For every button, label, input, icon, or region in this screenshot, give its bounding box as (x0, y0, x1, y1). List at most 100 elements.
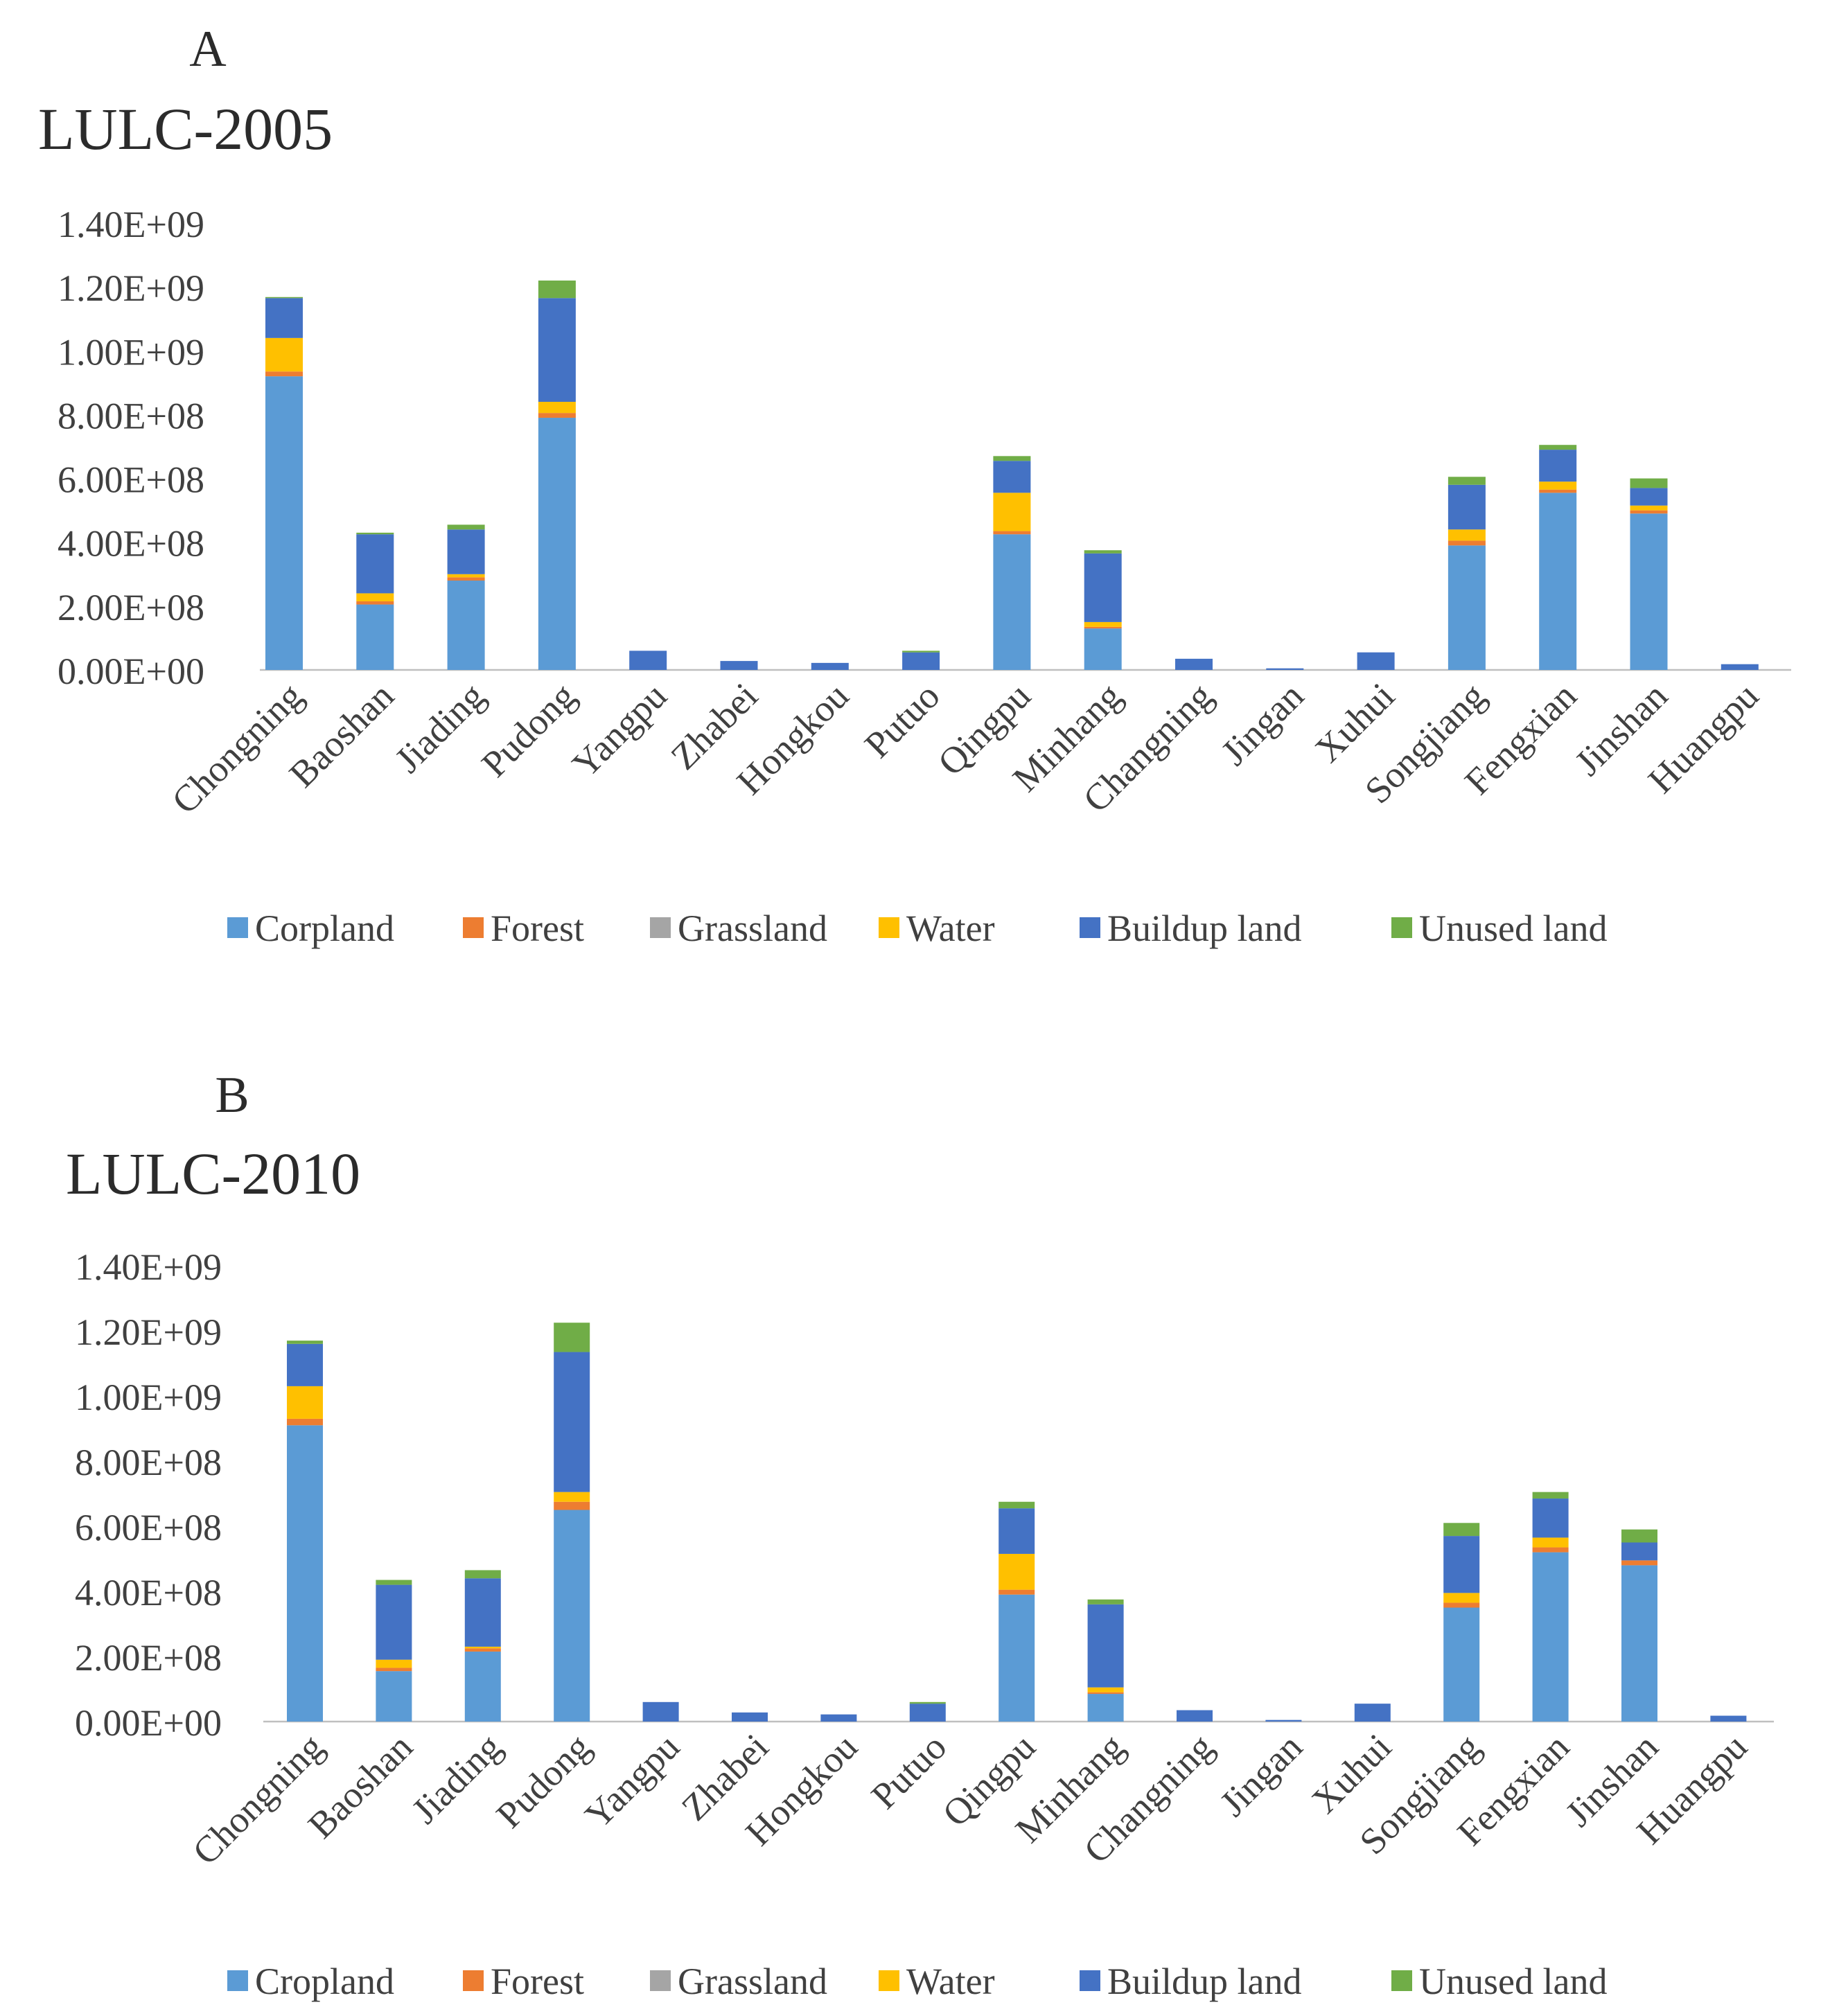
legend-a: Corpland Forest Grassland Water Buildup land… (227, 908, 1607, 949)
bar-segment (993, 531, 1031, 535)
bar-segment (1084, 626, 1122, 629)
bar-segment (376, 1580, 412, 1585)
bar-segment (1621, 1565, 1657, 1722)
y-tick-label: 0.00E+00 (58, 651, 204, 692)
bar-segment (265, 298, 303, 338)
bar-segment (1539, 445, 1577, 450)
x-axis-b: ChongningBaoshanJiadingPudongYangpuZhabe… (184, 1726, 1755, 1873)
bar-segment (1532, 1547, 1569, 1553)
bar-segment (998, 1508, 1035, 1554)
legend-swatch (227, 917, 248, 938)
bar-segment (376, 1671, 412, 1722)
bar-segment (720, 661, 758, 670)
bar-segment (376, 1668, 412, 1672)
y-tick-label: 1.40E+09 (75, 1246, 222, 1288)
bar-segment (287, 1341, 323, 1344)
y-axis-a: 0.00E+00 2.00E+08 4.00E+08 6.00E+08 8.00E+08… (58, 204, 1791, 692)
bar-segment (1357, 652, 1395, 670)
bar-segment (1443, 1607, 1480, 1722)
bar-segment (998, 1594, 1035, 1722)
bar-segment (1084, 628, 1122, 670)
bar-segment (554, 1323, 590, 1352)
bar-segment (554, 1501, 590, 1510)
x-tick-label: Yangpu (564, 675, 674, 785)
legend-label: Buildup land (1107, 1961, 1302, 2002)
legend-label: Forest (491, 1961, 584, 2002)
legend-swatch (879, 1970, 899, 1991)
bar-segment (1539, 450, 1577, 482)
y-axis-b: 0.00E+00 2.00E+08 4.00E+08 6.00E+08 8.00E+08… (75, 1246, 1774, 1744)
legend-swatch (1391, 1970, 1412, 1991)
bar-segment (538, 418, 576, 670)
x-tick-label: Jiading (387, 675, 493, 781)
y-tick-label: 0.00E+00 (75, 1702, 222, 1744)
chart-panel-b: B LULC-2010 0.00E+00 2.00E+08 4.00E+08 6.00… (66, 1067, 1774, 2002)
y-tick-label: 1.40E+09 (58, 204, 204, 245)
bar-segment (1448, 545, 1486, 670)
bar-segment (998, 1501, 1035, 1509)
x-tick-label: Jiading (404, 1726, 510, 1832)
legend-label: Unused land (1419, 908, 1607, 949)
legend-label: Corpland (255, 908, 394, 949)
bar-segment (1443, 1536, 1480, 1593)
bar-segment (447, 574, 485, 578)
bar-segment (993, 493, 1031, 531)
bar-segment (732, 1712, 768, 1722)
bar-segment (1448, 484, 1486, 530)
bar-segment (356, 593, 394, 601)
bar-segment (447, 524, 485, 530)
x-tick-label: Jingan (1212, 1726, 1310, 1824)
y-tick-label: 4.00E+08 (58, 523, 204, 565)
bar-segment (265, 376, 303, 670)
bar-segment (1087, 1692, 1124, 1695)
bar-segment (629, 651, 667, 670)
legend-swatch (227, 1970, 248, 1991)
bar-segment (1621, 1542, 1657, 1561)
panel-label-b: B (215, 1067, 249, 1124)
bar-segment (998, 1553, 1035, 1590)
legend-b: Cropland Forest Grassland Water Buildup land… (227, 1961, 1607, 2002)
bar-segment (287, 1418, 323, 1426)
bar-segment (1087, 1687, 1124, 1692)
bar-segment (287, 1343, 323, 1386)
bar-segment (538, 298, 576, 402)
y-tick-label: 4.00E+08 (75, 1572, 222, 1613)
bar-segment (1532, 1537, 1569, 1548)
y-tick-label: 8.00E+08 (58, 395, 204, 436)
chart-title-b: LULC-2010 (66, 1140, 360, 1207)
y-tick-label: 1.00E+09 (75, 1377, 222, 1418)
bar-segment (1448, 540, 1486, 546)
bar-segment (1084, 621, 1122, 627)
bars-a (265, 280, 1759, 670)
bar-segment (642, 1701, 679, 1722)
bar-segment (1721, 664, 1759, 670)
bar-segment (265, 337, 303, 372)
bar-segment (265, 371, 303, 377)
legend-label: Water (906, 908, 995, 949)
bar-segment (1621, 1529, 1657, 1543)
bar-segment (1448, 477, 1486, 485)
bar-segment (993, 461, 1031, 493)
bar-segment (464, 1570, 501, 1579)
bar-segment (1266, 668, 1304, 670)
x-tick-label: Yangpu (577, 1726, 687, 1836)
bar-segment (356, 534, 394, 594)
bar-segment (1265, 1719, 1302, 1722)
bar-segment (1539, 489, 1577, 493)
bar-segment (1084, 553, 1122, 622)
bar-segment (554, 1352, 590, 1492)
panel-label-a: A (189, 21, 226, 78)
bar-segment (1443, 1593, 1480, 1603)
bar-segment (356, 601, 394, 605)
bar-segment (902, 651, 940, 653)
bar-segment (464, 1646, 501, 1649)
bar-segment (1175, 658, 1213, 670)
legend-label: Forest (491, 908, 584, 949)
x-tick-label: Pudong (489, 1726, 599, 1836)
x-tick-label: Chongning (164, 675, 310, 822)
bar-segment (287, 1386, 323, 1419)
legend-swatch (1391, 917, 1412, 938)
bar-segment (265, 297, 303, 299)
bar-segment (287, 1425, 323, 1722)
